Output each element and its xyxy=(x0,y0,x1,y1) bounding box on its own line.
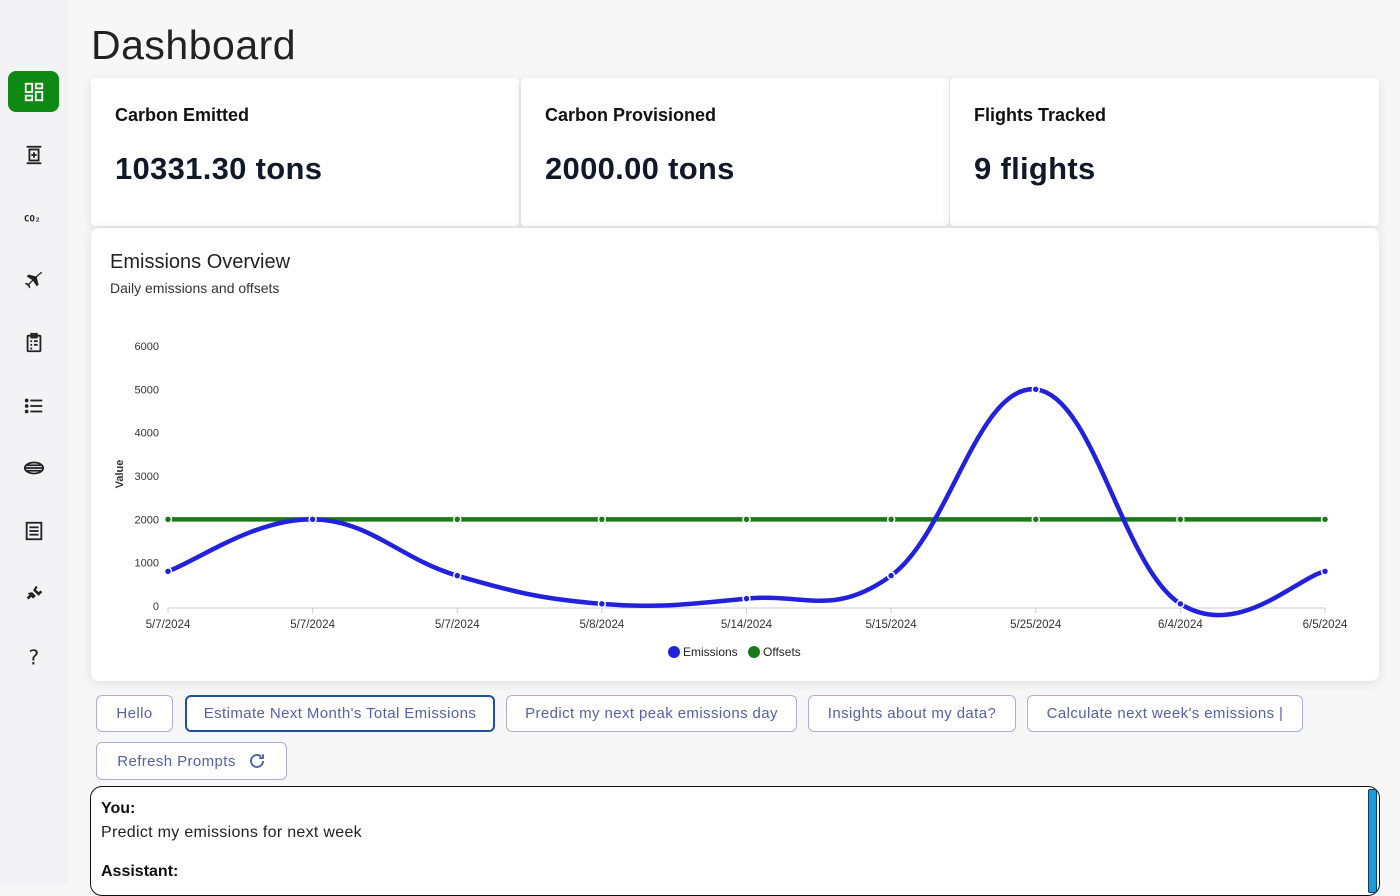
series-line-emissions xyxy=(165,387,1328,618)
data-point-offsets xyxy=(886,515,896,524)
data-point-offsets xyxy=(163,515,173,524)
nav-dashboard[interactable] xyxy=(8,71,59,112)
help-icon: ? xyxy=(28,646,39,668)
x-tick-label: 6/5/2024 xyxy=(1303,619,1348,631)
y-tick-label: 1000 xyxy=(135,558,159,570)
chart-title: Emissions Overview xyxy=(110,251,291,273)
stat-card-carbon-provisioned: Carbon Provisioned 2000.00 tons xyxy=(521,78,949,226)
chat-role-assistant: Assistant: xyxy=(101,863,179,880)
airplane-icon xyxy=(24,271,42,288)
nav-co2[interactable]: CO₂ xyxy=(8,197,59,238)
globe-icon xyxy=(23,461,44,474)
co2-icon: CO₂ xyxy=(23,213,40,224)
data-point-emissions xyxy=(1176,599,1185,609)
data-point-offsets xyxy=(453,515,462,524)
emissions-chart-panel: Emissions Overview Daily emissions and o… xyxy=(91,228,1379,681)
sidebar: CO₂ ? xyxy=(0,0,68,884)
nav-list[interactable] xyxy=(8,385,59,426)
refresh-icon xyxy=(249,754,264,768)
data-point-emissions xyxy=(308,515,317,524)
x-tick-label: 5/15/2024 xyxy=(866,619,918,631)
prompt-button-estimate-next-month[interactable]: Estimate Next Month's Total Emissions xyxy=(185,695,495,732)
svg-text:?: ? xyxy=(28,646,39,668)
data-point-emissions xyxy=(742,594,751,603)
stat-card-carbon-emitted: Carbon Emitted 10331.30 tons xyxy=(91,78,519,226)
refresh-prompts-button[interactable]: Refresh Prompts xyxy=(96,742,287,780)
stat-label: Flights Tracked xyxy=(974,105,1107,125)
legend-marker-emissions xyxy=(668,646,680,658)
prompt-button-hello[interactable]: Hello xyxy=(96,695,173,732)
x-tick-label: 5/7/2024 xyxy=(435,619,480,631)
stat-label: Carbon Provisioned xyxy=(545,105,717,125)
data-point-offsets xyxy=(742,515,751,524)
x-tick-label: 5/14/2024 xyxy=(721,619,773,631)
data-point-emissions xyxy=(453,571,462,580)
data-point-emissions xyxy=(163,567,173,576)
chat-scrollbar[interactable] xyxy=(1368,789,1377,893)
dashboard-icon xyxy=(24,82,43,101)
data-point-emissions xyxy=(1031,385,1040,394)
x-tick-label: 5/25/2024 xyxy=(1010,619,1062,631)
chart-subtitle: Daily emissions and offsets xyxy=(110,280,280,296)
prompt-button-insights[interactable]: Insights about my data? xyxy=(808,695,1016,732)
nav-buildings[interactable] xyxy=(8,134,59,175)
nav-reports[interactable] xyxy=(8,322,59,363)
x-tick-label: 5/8/2024 xyxy=(579,619,624,631)
stat-label: Carbon Emitted xyxy=(115,105,250,125)
nav-globe[interactable] xyxy=(8,447,59,488)
receipt-icon xyxy=(25,521,42,540)
svg-text:CO₂: CO₂ xyxy=(23,213,40,224)
prompt-button-predict-peak[interactable]: Predict my next peak emissions day xyxy=(506,695,797,732)
legend-label-emissions: Emissions xyxy=(683,645,738,659)
stat-card-flights-tracked: Flights Tracked 9 flights xyxy=(950,78,1379,226)
data-point-emissions xyxy=(597,599,607,609)
data-point-emissions xyxy=(1320,567,1330,576)
prompt-button-next-week[interactable]: Calculate next week's emissions | xyxy=(1027,695,1303,732)
list-icon xyxy=(24,398,42,413)
data-point-emissions xyxy=(886,571,896,580)
refresh-prompts-label: Refresh Prompts xyxy=(117,752,236,770)
chat-message-user: Predict my emissions for next week xyxy=(101,824,362,841)
y-tick-label: 0 xyxy=(153,601,159,613)
y-tick-label: 6000 xyxy=(135,341,159,353)
data-point-offsets xyxy=(1031,515,1040,524)
y-tick-label: 2000 xyxy=(135,514,159,526)
nav-flights[interactable] xyxy=(8,259,59,300)
x-tick-label: 5/7/2024 xyxy=(146,619,191,631)
data-point-offsets xyxy=(1320,515,1330,524)
nav-integrations[interactable] xyxy=(8,573,59,614)
y-tick-label: 3000 xyxy=(135,471,159,483)
nav-receipts[interactable] xyxy=(8,510,59,551)
plug-icon xyxy=(26,585,42,599)
legend-marker-offsets xyxy=(748,646,760,658)
y-tick-label: 4000 xyxy=(135,428,159,440)
chat-transcript[interactable]: You: Predict my emissions for next week … xyxy=(90,786,1380,896)
x-tick-label: 5/7/2024 xyxy=(290,619,335,631)
stat-value: 9 flights xyxy=(974,151,1096,186)
chat-role-user: You: xyxy=(101,800,136,817)
data-point-offsets xyxy=(597,515,607,524)
clipboard-icon xyxy=(26,332,41,352)
data-point-offsets xyxy=(1176,515,1185,524)
stat-value: 10331.30 tons xyxy=(115,151,323,186)
page-title: Dashboard xyxy=(91,22,297,68)
legend-label-offsets: Offsets xyxy=(763,645,801,659)
emissions-chart: 0 1000 2000 3000 4000 5000 6000 Value 5/7/2024 5/… xyxy=(114,341,1348,659)
y-axis-label: Value xyxy=(114,460,126,489)
x-tick-label: 6/4/2024 xyxy=(1158,619,1203,631)
building-icon xyxy=(26,145,41,164)
y-tick-label: 5000 xyxy=(135,384,159,396)
nav-help[interactable]: ? xyxy=(8,636,59,677)
stat-value: 2000.00 tons xyxy=(545,151,735,186)
